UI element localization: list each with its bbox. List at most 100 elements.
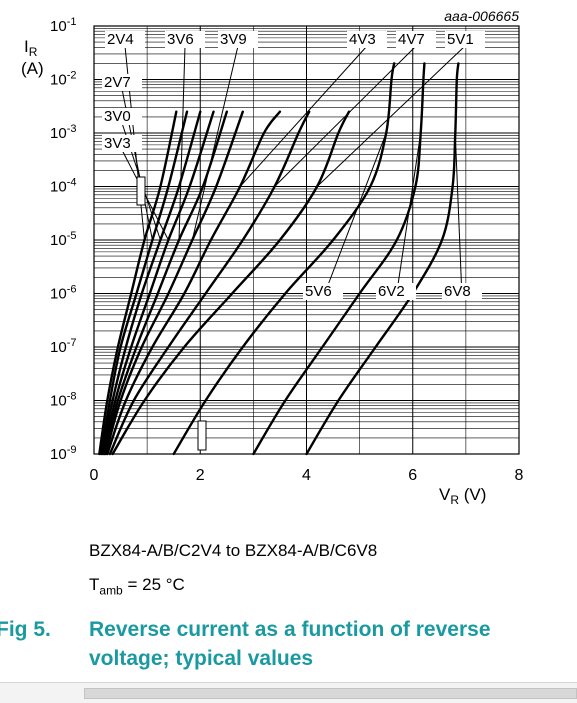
y-tick-label: 10-6 [50, 284, 76, 303]
x-axis-label: VR (V) [439, 485, 486, 507]
y-tick-base: 10 [50, 179, 67, 196]
series-label-bg [376, 283, 416, 300]
series-label-bg [445, 31, 485, 48]
label-leaders [121, 45, 466, 299]
horizontal-scrollbar[interactable] [0, 682, 577, 703]
y-tick-exponent: -2 [67, 70, 77, 82]
figure-number: Fig 5. [0, 618, 51, 641]
series-label-6v2: 6V2 [378, 283, 405, 300]
marker-handle [136, 176, 146, 206]
series-label-bg [396, 31, 436, 48]
series-label-bg [218, 31, 258, 48]
series-line-3v3 [102, 110, 215, 456]
y-tick-base: 10 [50, 125, 67, 142]
y-axis-unit: (A) [21, 59, 44, 78]
series-label-bg [105, 31, 145, 48]
y-tick-base: 10 [50, 72, 67, 89]
series-label-bg [165, 31, 205, 48]
series-labels: 2V4 2V7 3V0 3V3 3V6 3V9 4V3 4V7 5V1 5V6 6V2 6V8 [102, 31, 485, 300]
y-tick-base: 10 [50, 339, 67, 356]
x-axis-symbol: V [439, 485, 451, 504]
y-tick-exponent: -3 [67, 123, 77, 135]
series-label-bg [102, 135, 142, 152]
temp-subscript: amb [99, 583, 123, 598]
y-tick-exponent: -8 [67, 391, 77, 403]
series-label-4v7: 4V7 [398, 31, 425, 48]
device-range-text: BZX84-A/B/C2V4 to BZX84-A/B/C6V8 [89, 541, 378, 560]
marker-handle [197, 420, 207, 451]
x-tick-labels: 0 2 4 6 8 [90, 467, 524, 484]
series-line-2v4 [98, 110, 178, 456]
series-label-bg [102, 74, 142, 91]
y-tick-label: 10-9 [50, 444, 76, 463]
x-tick-label: 4 [302, 467, 311, 484]
y-tick-label: 10-4 [50, 177, 76, 196]
figure-code: aaa-006665 [444, 8, 519, 24]
leader-line [454, 132, 463, 299]
y-tick-base: 10 [50, 286, 67, 303]
leader-line [178, 45, 186, 241]
leader-line [274, 45, 417, 187]
y-tick-base: 10 [50, 232, 67, 249]
temp-value: = 25 °C [122, 575, 185, 594]
figure-title-line1: Reverse current as a function of reverse [89, 618, 491, 641]
series-line-5v6 [172, 62, 396, 456]
x-tick-label: 8 [515, 467, 524, 484]
ambient-temperature-text: Tamb = 25 °C [89, 575, 185, 597]
chart: 10-110-210-310-410-510-610-710-810-90 2 4 6… [21, 8, 524, 507]
y-tick-exponent: -6 [67, 284, 77, 296]
y-tick-base: 10 [50, 393, 67, 410]
y-axis-label: IR [24, 37, 38, 59]
y-tick-label: 10-5 [50, 230, 76, 249]
y-tick-label: 10-7 [50, 337, 76, 356]
series-label-5v6: 5V6 [305, 283, 332, 300]
series-label-3v3: 3V3 [104, 135, 131, 152]
leader-line [316, 45, 466, 187]
y-tick-exponent: -1 [67, 16, 77, 28]
series-label-4v3: 4V3 [349, 31, 376, 48]
series-curves [98, 62, 460, 456]
y-tick-label: 10-8 [50, 391, 76, 410]
series-label-2v7: 2V7 [104, 74, 131, 91]
y-axis-symbol: I [24, 37, 29, 56]
series-line-4v3 [106, 110, 282, 456]
series-line-4v7 [108, 110, 311, 456]
leader-line [239, 45, 368, 187]
series-label-3v0: 3V0 [104, 108, 131, 125]
y-tick-exponent: -5 [67, 230, 77, 242]
leader-line [191, 45, 239, 241]
x-axis-unit: (V) [459, 485, 486, 504]
series-label-2v4: 2V4 [107, 31, 134, 48]
series-label-3v6: 3V6 [167, 31, 194, 48]
y-tick-exponent: -9 [67, 444, 77, 456]
y-tick-label: 10-1 [50, 16, 76, 35]
series-line-6v2 [252, 62, 426, 456]
x-tick-label: 0 [90, 467, 99, 484]
y-tick-label: 10-2 [50, 70, 76, 89]
y-tick-exponent: -7 [67, 337, 77, 349]
temp-symbol: T [89, 575, 100, 594]
series-line-2v7 [99, 110, 189, 456]
series-line-3v0 [100, 110, 202, 456]
scrollbar-thumb[interactable] [84, 688, 577, 699]
series-label-3v9: 3V9 [220, 31, 247, 48]
x-tick-label: 2 [196, 467, 205, 484]
y-tick-exponent: -4 [67, 177, 77, 189]
series-label-bg [303, 283, 343, 300]
leader-line [395, 132, 422, 299]
x-tick-label: 6 [408, 467, 417, 484]
series-line-6v8 [305, 62, 460, 456]
series-label-5v1: 5V1 [447, 31, 474, 48]
figure-title: Reverse current as a function of reverse… [89, 615, 491, 673]
y-tick-label: 10-3 [50, 123, 76, 142]
series-label-bg [347, 31, 387, 48]
x-axis-subscript: R [450, 493, 459, 507]
series-label-bg [102, 108, 142, 125]
series-line-5v1 [111, 110, 351, 456]
series-line-3v9 [104, 110, 244, 456]
y-tick-base: 10 [50, 18, 67, 35]
y-axis-subscript: R [29, 45, 38, 59]
series-label-6v8: 6V8 [444, 283, 471, 300]
figure-title-line2: voltage; typical values [89, 647, 314, 670]
series-line-3v6 [103, 110, 228, 456]
